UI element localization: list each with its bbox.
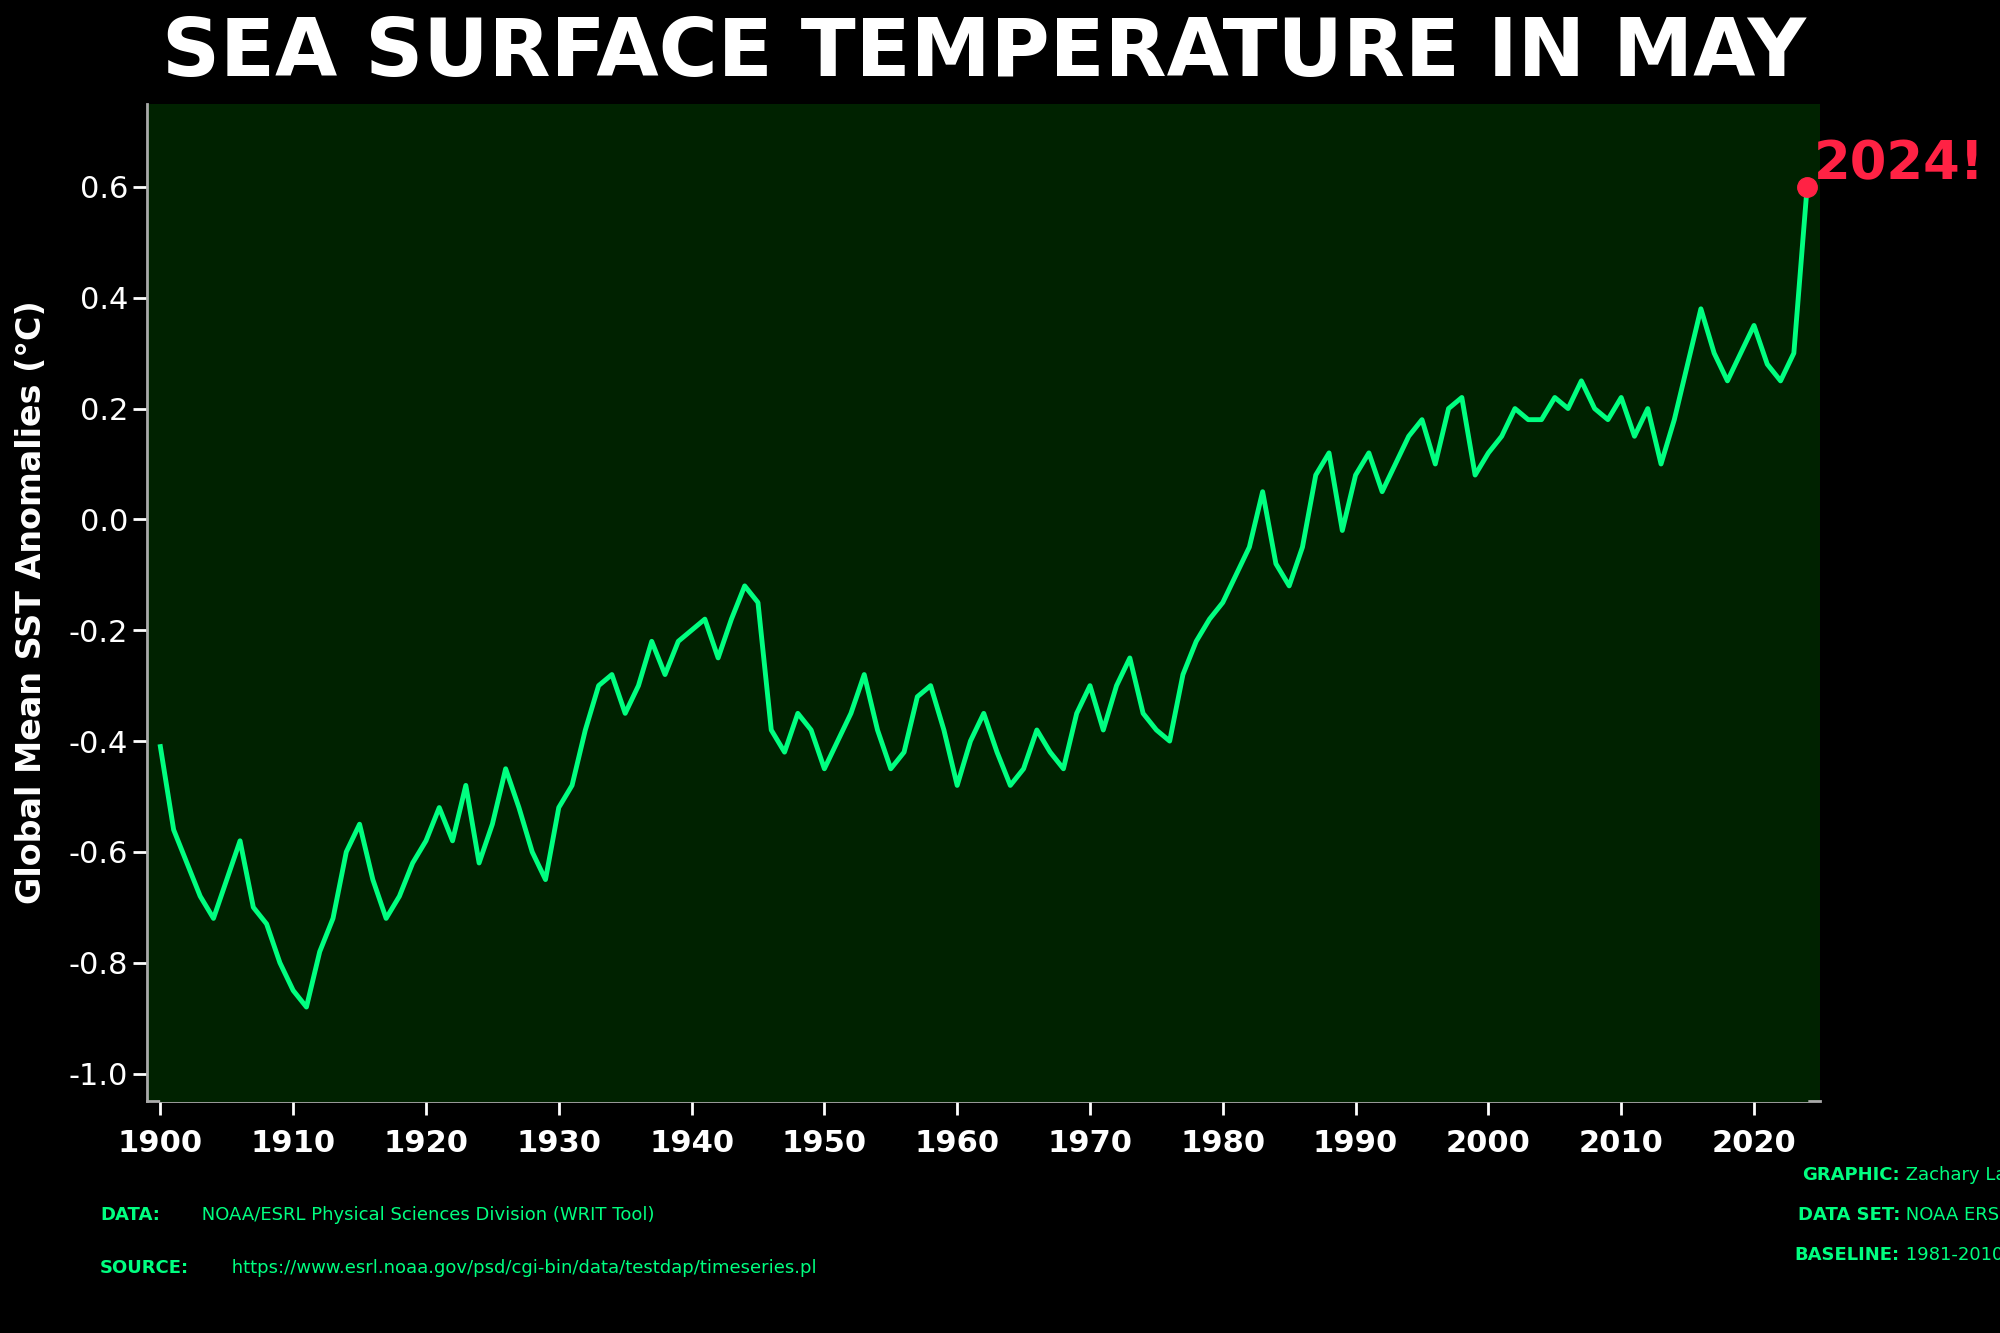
Text: https://www.esrl.noaa.gov/psd/cgi-bin/data/testdap/timeseries.pl: https://www.esrl.noaa.gov/psd/cgi-bin/da… bbox=[226, 1258, 816, 1277]
Text: GRAPHIC:: GRAPHIC: bbox=[1802, 1165, 1900, 1184]
Y-axis label: Global Mean SST Anomalies (°C): Global Mean SST Anomalies (°C) bbox=[16, 301, 48, 904]
Text: 2024!: 2024! bbox=[1814, 139, 1984, 191]
Text: BASELINE:: BASELINE: bbox=[1794, 1245, 1900, 1264]
Text: DATA SET:: DATA SET: bbox=[1798, 1205, 1900, 1224]
Text: Zachary Labe (@ZLabe): Zachary Labe (@ZLabe) bbox=[1900, 1165, 2000, 1184]
Text: NOAA/ESRL Physical Sciences Division (WRIT Tool): NOAA/ESRL Physical Sciences Division (WR… bbox=[196, 1205, 654, 1224]
Title: SEA SURFACE TEMPERATURE IN MAY: SEA SURFACE TEMPERATURE IN MAY bbox=[162, 15, 1806, 93]
Text: DATA:: DATA: bbox=[100, 1205, 160, 1224]
Text: NOAA ERSSTv5, Huang et al. (2017): NOAA ERSSTv5, Huang et al. (2017) bbox=[1900, 1205, 2000, 1224]
Text: SOURCE:: SOURCE: bbox=[100, 1258, 190, 1277]
Text: 1981-2010, Global Average: 1981-2010, Global Average bbox=[1900, 1245, 2000, 1264]
